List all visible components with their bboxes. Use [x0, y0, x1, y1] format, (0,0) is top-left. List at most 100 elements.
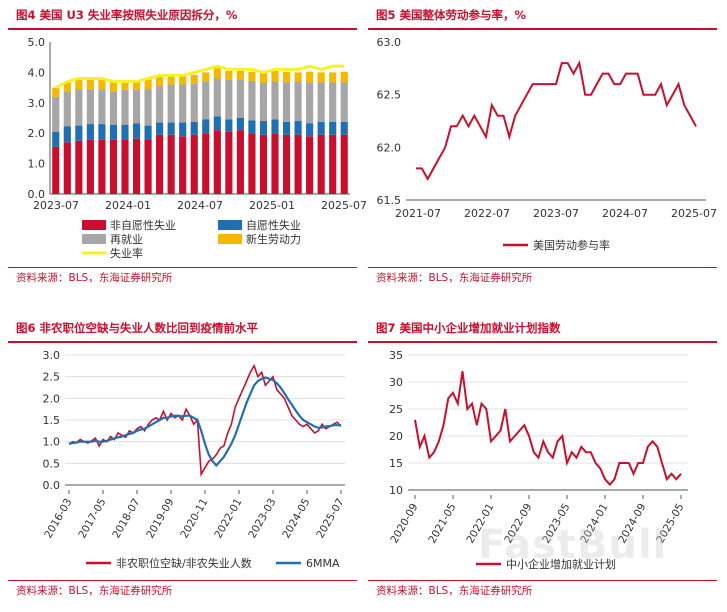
bar-reentrants — [167, 84, 175, 123]
bar-reentrants — [75, 89, 83, 126]
legend-label: 美国劳动参与率 — [533, 238, 610, 252]
y-tick-label: 15 — [389, 457, 403, 470]
bar-job_losers — [121, 139, 129, 194]
y-tick-label: 4.0 — [28, 66, 46, 79]
bar-reentrants — [98, 89, 106, 125]
bar-job_leavers — [167, 122, 175, 135]
x-tick-label: 2025-01 — [249, 199, 295, 212]
bar-job_leavers — [190, 121, 198, 135]
legend-swatch — [218, 234, 242, 244]
bar-job_losers — [306, 136, 314, 194]
x-tick-label: 2021-07 — [395, 207, 441, 220]
bar-job_leavers — [179, 122, 187, 137]
bar-job_leavers — [306, 123, 314, 137]
bar-job_losers — [317, 134, 325, 194]
bar-job_losers — [259, 134, 268, 194]
bar-new_entrants — [144, 79, 152, 90]
bar-new_entrants — [98, 80, 106, 90]
x-tick-label: 2025-07 — [671, 207, 717, 220]
bar-job_leavers — [213, 116, 221, 131]
bar-job_leavers — [202, 119, 210, 134]
bar-job_leavers — [86, 124, 94, 140]
bar-job_leavers — [132, 123, 141, 139]
bar-new_entrants — [202, 72, 210, 82]
bar-job_leavers — [248, 120, 256, 134]
legend-label: 6MMA — [306, 557, 340, 570]
y-tick-label: 2.0 — [28, 127, 46, 140]
bar-reentrants — [190, 83, 198, 122]
bar-reentrants — [156, 86, 164, 123]
bar-new_entrants — [109, 81, 118, 92]
bar-new_entrants — [52, 87, 60, 97]
bar-job_losers — [109, 139, 118, 194]
bar-job_leavers — [340, 121, 348, 135]
legend-label: 再就业 — [110, 232, 143, 246]
panel-fig6: 图6 非农职位空缺与失业人数比回到疫情前水平 0.0 0.5 1.0 1.5 2.0 2.… — [8, 318, 357, 608]
bar-new_entrants — [340, 71, 348, 83]
legend-label: 非农职位空缺/非农失业人数 — [116, 556, 252, 570]
y-tick-label: 10 — [389, 484, 403, 497]
y-tick-label: 35 — [389, 349, 403, 362]
x-tick-label: 2017-05 — [76, 497, 108, 541]
line-participation-rate — [416, 60, 697, 181]
bar-job_leavers — [236, 118, 244, 131]
y-tick-label: 20 — [389, 430, 403, 443]
bar-job_losers — [282, 134, 291, 194]
title-divider — [368, 341, 717, 343]
bar-reentrants — [213, 78, 221, 117]
y-tick-label: 30 — [389, 376, 403, 389]
legend-label: 自愿性失业 — [246, 218, 301, 232]
x-tick-label: 2025-07 — [314, 497, 346, 541]
y-tick-label: 0.0 — [43, 479, 61, 492]
bar-job_losers — [144, 139, 152, 194]
bar-reentrants — [144, 89, 152, 126]
x-tick-label: 2019-09 — [144, 497, 176, 541]
title-divider — [368, 28, 717, 30]
panel-fig4: 图4 美国 U3 失业率按照失业原因拆分，% 0.0 1.0 2.0 3.0 4.0 5.… — [8, 5, 367, 295]
bar-new_entrants — [317, 72, 325, 83]
title-divider — [8, 341, 357, 343]
bar-reentrants — [179, 84, 187, 123]
y-tick-label: 3.0 — [28, 97, 46, 110]
bar-reentrants — [271, 81, 279, 120]
y-tick-label: 61.5 — [377, 194, 402, 207]
x-tick-label: 2022-01 — [212, 497, 244, 541]
bar-reentrants — [317, 82, 325, 122]
bar-new_entrants — [156, 76, 164, 87]
source-divider — [8, 580, 357, 581]
bar-job_leavers — [317, 121, 325, 135]
bar-job_losers — [132, 138, 141, 194]
bar-job_losers — [86, 139, 94, 194]
line-6mma — [68, 376, 341, 468]
bar-new_entrants — [282, 71, 291, 83]
x-tick-label: 2023-07 — [33, 199, 79, 212]
bar-job_losers — [75, 140, 83, 194]
bar-job_losers — [340, 134, 348, 194]
bar-reentrants — [132, 90, 141, 124]
bar-job_losers — [156, 134, 164, 194]
y-tick-label: 62.5 — [377, 89, 402, 102]
bar-job_leavers — [144, 125, 152, 140]
bar-job_leavers — [225, 119, 233, 132]
source-note: 资料来源：BLS，东海证券研究所 — [376, 585, 533, 597]
legend-swatch — [82, 220, 106, 230]
bar-job_losers — [329, 134, 337, 194]
y-tick-label: 25 — [389, 403, 403, 416]
legend-label: 中小企业增加就业计划 — [506, 557, 616, 571]
bar-job_leavers — [98, 124, 106, 140]
bar-job_losers — [63, 142, 71, 194]
panel-title: 图6 非农职位空缺与失业人数比回到疫情前水平 — [16, 321, 259, 335]
bar-job_leavers — [109, 124, 118, 140]
bar-new_entrants — [75, 80, 83, 90]
bar-new_entrants — [236, 70, 244, 80]
bar-reentrants — [306, 82, 314, 124]
bar-job_leavers — [156, 122, 164, 135]
bar-job_leavers — [259, 121, 268, 135]
bar-reentrants — [225, 80, 233, 120]
panel-fig7: 图7 美国中小企业增加就业计划指数 10 15 20 25 30 35 2020-09 202… — [368, 318, 717, 608]
bar-new_entrants — [179, 74, 187, 85]
y-tick-label: 62.0 — [377, 141, 402, 154]
source-divider — [368, 580, 717, 581]
x-tick-label: 2023-03 — [246, 497, 278, 541]
